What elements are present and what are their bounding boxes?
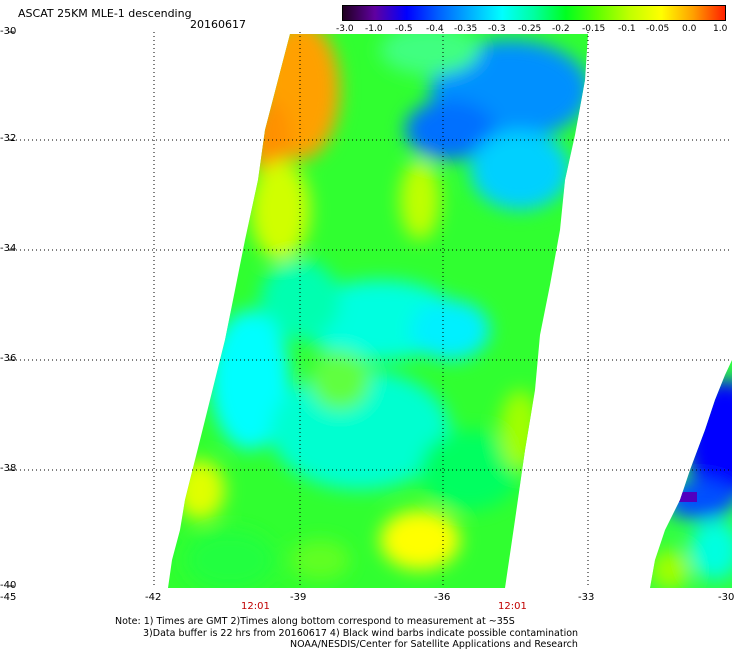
colorbar-label: -0.35 — [454, 24, 478, 34]
lat-label: -32 — [0, 133, 17, 144]
colorbar-label: -0.2 — [552, 24, 570, 34]
colorbar-label: -1.0 — [365, 24, 383, 34]
colorbar-labels: -3.0 -1.0 -0.5 -0.4 -0.35 -0.3 -0.25 -0.… — [332, 24, 732, 38]
lat-label: -34 — [0, 243, 17, 254]
lon-label: -42 — [145, 592, 162, 603]
footnote-line-1: Note: 1) Times are GMT 2)Times along bot… — [115, 616, 515, 627]
lat-label: -36 — [0, 353, 17, 364]
colorbar-label: 1.0 — [713, 24, 728, 34]
lon-label: -30 — [718, 592, 735, 603]
lat-label: -40 — [0, 580, 17, 591]
footnote-line-3: NOAA/NESDIS/Center for Satellite Applica… — [290, 639, 578, 650]
lon-label: -45 — [0, 592, 17, 603]
colorbar-label: -0.1 — [618, 24, 636, 34]
map-title: ASCAT 25KM MLE-1 descending — [18, 7, 192, 20]
lat-gridlines — [8, 139, 732, 471]
colorbar-label: -0.4 — [426, 24, 444, 34]
lon-label: -39 — [290, 592, 307, 603]
lat-label: -38 — [0, 463, 17, 474]
colorbar-label: -0.15 — [582, 24, 606, 34]
axis-ticks — [8, 31, 14, 587]
time-label: 12:01 — [498, 601, 527, 612]
colorbar-label: -0.05 — [646, 24, 670, 34]
main-swath — [168, 34, 588, 588]
colorbar-label: -0.25 — [518, 24, 542, 34]
colorbar — [342, 5, 726, 21]
colorbar-label: -3.0 — [336, 24, 354, 34]
footnote-line-2: 3)Data buffer is 22 hrs from 20160617 4)… — [143, 627, 579, 639]
colorbar-label: -0.3 — [488, 24, 506, 34]
lon-label: -36 — [434, 592, 451, 603]
lon-label: -33 — [578, 592, 595, 603]
map-date: 20160617 — [190, 18, 246, 31]
footnote: Note: 1) Times are GMT 2)Times along bot… — [115, 616, 578, 651]
colorbar-label: 0.0 — [682, 24, 697, 34]
lon-gridlines — [153, 32, 589, 588]
colorbar-label: -0.5 — [395, 24, 413, 34]
lat-label: -30 — [0, 26, 17, 37]
time-label: 12:01 — [241, 601, 270, 612]
